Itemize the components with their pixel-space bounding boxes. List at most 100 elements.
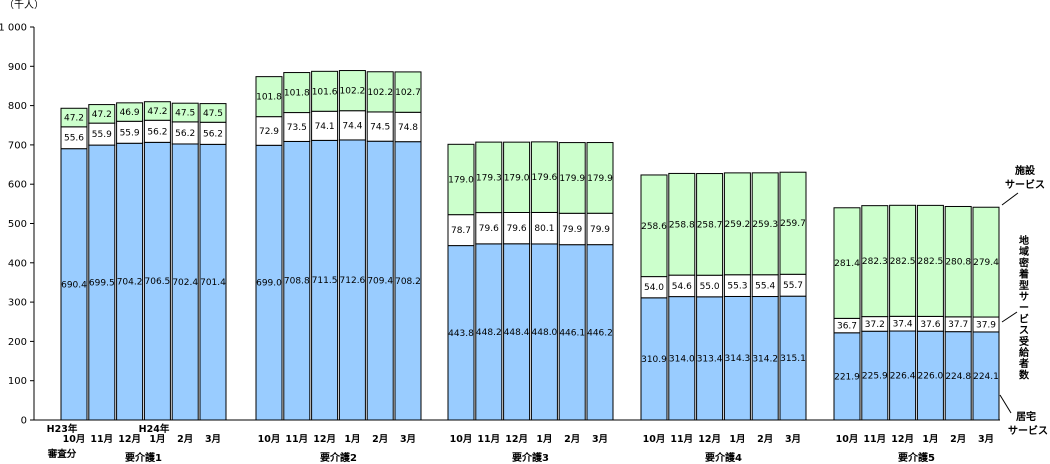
data-label-facility: 258.7 (697, 220, 723, 230)
data-label-home: 708.2 (395, 277, 421, 287)
month-label: 10月 (258, 434, 281, 445)
y-tick-label: 200 (8, 337, 27, 348)
data-label-community: 36.7 (837, 322, 857, 332)
data-label-community: 55.9 (120, 128, 140, 138)
bar-group: 221.9 36.7 281.4 225.9 37.2 282.3 226.4 37.4 282… (833, 204, 1000, 421)
month-label: 2月 (757, 434, 773, 445)
data-label-community: 55.7 (783, 281, 803, 291)
month-label: 2月 (564, 434, 580, 445)
data-label-community: 54.6 (672, 282, 692, 292)
bar-segment-home (916, 330, 944, 421)
bar-segment-facility (861, 205, 889, 318)
data-label-home: 690.4 (61, 280, 87, 290)
data-label-facility: 102.7 (395, 88, 421, 98)
month-label: 2月 (177, 434, 193, 445)
bar-segment-facility (696, 173, 724, 276)
data-label-community: 79.9 (590, 225, 610, 235)
month-label: 3月 (785, 434, 801, 445)
data-label-home: 226.0 (918, 372, 944, 382)
annotation-home: 居宅 (1016, 410, 1036, 423)
month-label: 10月 (836, 434, 859, 445)
bar-segment-home (143, 141, 171, 421)
annotation-facility: 施設 (1015, 164, 1036, 177)
data-label-home: 446.2 (587, 328, 613, 338)
data-label-home: 225.9 (862, 372, 888, 382)
bar-segment-home (640, 297, 668, 421)
data-label-facility: 259.7 (780, 219, 806, 229)
data-label-facility: 281.4 (834, 259, 860, 269)
data-label-facility: 179.9 (559, 174, 585, 184)
data-label-home: 314.2 (752, 354, 778, 364)
month-label: 12月 (118, 434, 141, 445)
data-label-home: 704.2 (117, 278, 143, 288)
bar-segment-facility (723, 172, 751, 276)
data-label-community: 54.0 (644, 283, 664, 293)
bar-segment-facility (255, 76, 283, 118)
bar-segment-home (366, 140, 394, 421)
bar-segment-facility (833, 207, 861, 319)
bar-segment-community (311, 110, 339, 141)
data-label-facility: 258.8 (669, 220, 695, 230)
data-label-home: 709.4 (367, 277, 393, 287)
bar-segment-facility (586, 142, 614, 214)
bar-segment-facility (751, 172, 779, 276)
data-label-facility: 47.5 (175, 109, 195, 119)
data-label-community: 37.7 (948, 320, 968, 330)
data-label-community: 55.9 (92, 130, 112, 140)
bar-segment-facility (558, 142, 586, 214)
month-label: 12月 (891, 434, 914, 445)
month-label: 3月 (205, 434, 221, 445)
bar-groups: 690.4 55.6 47.2 699.5 55.9 47.2 704.2 55.9 46.9 7… (60, 70, 1000, 421)
data-label-facility: 47.2 (64, 114, 84, 124)
month-label: 10月 (643, 434, 666, 445)
bar-segment-facility (944, 205, 972, 318)
data-label-facility: 47.2 (92, 110, 112, 120)
data-label-facility: 279.4 (973, 258, 999, 268)
group-label: 要介護1 (125, 451, 162, 464)
y-tick-label: 100 (8, 376, 27, 387)
data-label-community: 79.6 (507, 224, 527, 234)
bar-segment-home (833, 332, 861, 421)
data-label-community: 79.6 (479, 224, 499, 234)
data-label-community: 74.8 (398, 123, 418, 133)
data-label-home: 446.1 (559, 328, 585, 338)
bar-segment-facility (475, 141, 503, 214)
data-label-community: 55.4 (755, 282, 775, 292)
month-label: 11月 (477, 434, 500, 445)
group-label: 要介護2 (320, 451, 357, 464)
month-label: 11月 (285, 434, 308, 445)
bar-segment-community (366, 111, 394, 142)
data-label-facility: 179.0 (448, 175, 474, 185)
bar-group: 690.4 55.6 47.2 699.5 55.9 47.2 704.2 55.9 46.9 7… (60, 101, 227, 421)
y-tick-label: 0 (21, 416, 27, 427)
month-label: 3月 (400, 434, 416, 445)
month-label: 12月 (698, 434, 721, 445)
data-label-home: 224.1 (973, 372, 999, 382)
bar-segment-facility (143, 101, 171, 121)
bar-segment-facility (366, 71, 394, 113)
month-label: 11月 (90, 434, 113, 445)
data-label-community: 56.2 (147, 127, 167, 137)
bar-segment-facility (668, 172, 696, 276)
data-label-community: 56.2 (203, 129, 223, 139)
bar-segment-home (779, 295, 807, 421)
y-tick-label: 500 (8, 219, 27, 230)
bar-segment-home (668, 296, 696, 421)
data-label-home: 711.5 (312, 276, 338, 286)
y-tick-label: 300 (8, 298, 27, 309)
data-label-facility: 179.0 (504, 173, 530, 183)
bar-segment-facility (916, 204, 944, 317)
year-marker-mid: H24年 (139, 423, 170, 435)
bar-segment-facility (171, 102, 199, 123)
data-label-community: 55.0 (700, 282, 720, 292)
bar-group: 310.9 54.0 258.6 314.0 54.6 258.8 313.4 55.0 258… (640, 171, 807, 421)
data-label-home: 448.2 (476, 328, 502, 338)
data-label-home: 708.8 (284, 277, 310, 287)
y-tick-label: 600 (8, 180, 27, 191)
annotation-facility: サービス (1005, 178, 1045, 191)
month-label: 2月 (950, 434, 966, 445)
data-label-facility: 179.6 (532, 173, 558, 183)
bar-segment-facility (503, 141, 531, 213)
month-label: 11月 (863, 434, 886, 445)
